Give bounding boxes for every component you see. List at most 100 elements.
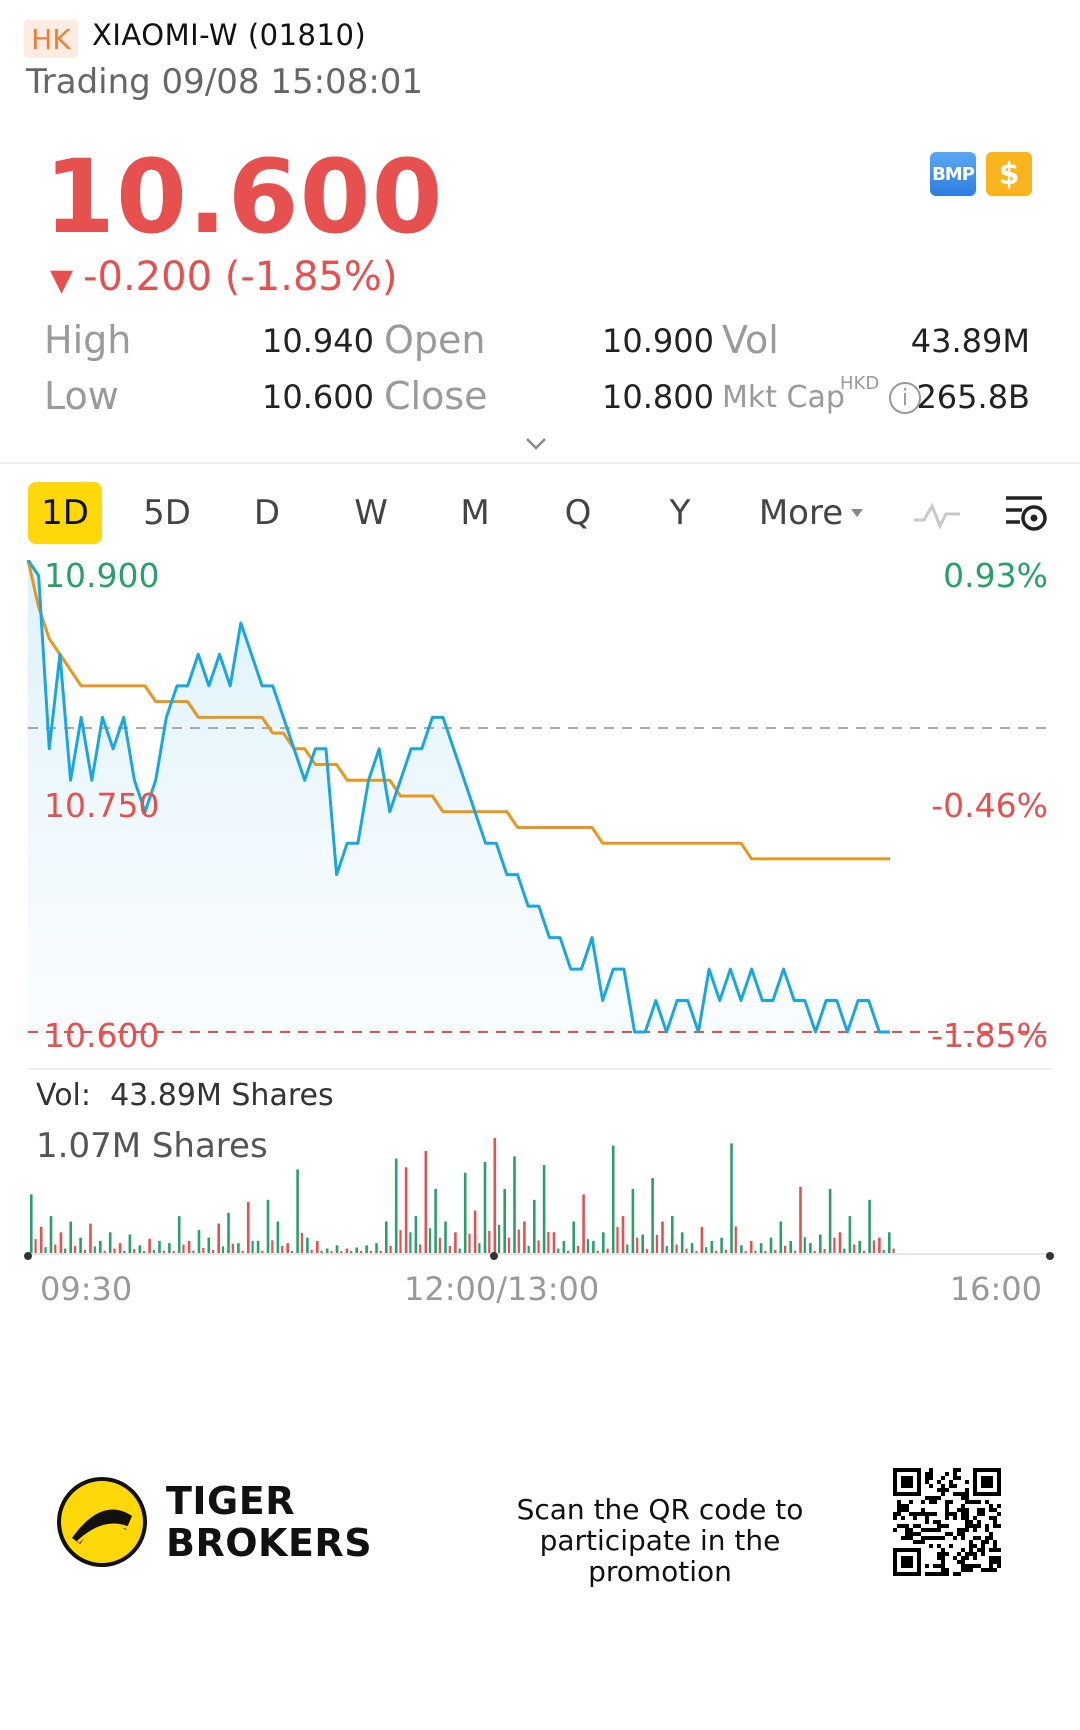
volume-bar <box>118 1243 122 1254</box>
volume-bar <box>369 1251 372 1254</box>
qr-code-icon[interactable] <box>893 1468 1001 1576</box>
volume-bar <box>296 1169 299 1254</box>
tab-5d[interactable]: 5D <box>143 493 191 533</box>
chart-settings-icon[interactable] <box>1002 492 1050 536</box>
volume-bar <box>572 1221 575 1254</box>
volume-bar <box>99 1241 102 1254</box>
volume-bar <box>419 1244 422 1254</box>
volume-bar <box>414 1216 418 1254</box>
price-mid-label: 10.750 <box>44 786 160 825</box>
intraday-chart[interactable] <box>0 560 1080 1060</box>
tab-more[interactable]: More <box>752 482 872 544</box>
volume-bar <box>888 1232 891 1254</box>
mktcap-label: Mkt Cap <box>722 380 845 415</box>
axis-start-dot <box>24 1252 32 1260</box>
volume-bar <box>162 1250 165 1254</box>
tiger-logo-icon <box>57 1477 147 1567</box>
volume-bar <box>853 1244 856 1254</box>
volume-chart[interactable] <box>0 1120 1080 1260</box>
volume-bar <box>596 1250 599 1254</box>
indicator-wave-icon[interactable] <box>912 496 962 532</box>
volume-bar <box>740 1245 743 1254</box>
volume-bar <box>217 1223 220 1254</box>
volume-bar <box>882 1249 885 1254</box>
volume-bar <box>730 1143 733 1254</box>
volume-bar <box>793 1250 797 1254</box>
volume-bar <box>34 1239 37 1254</box>
volume-bar <box>665 1245 668 1254</box>
volume-bar <box>182 1244 185 1254</box>
time-mid-label: 12:00/13:00 <box>404 1270 600 1308</box>
volume-bar <box>375 1243 378 1254</box>
volume-bar <box>261 1250 264 1254</box>
volume-bar <box>542 1165 546 1254</box>
volume-summary: Vol: 43.89M Shares <box>36 1078 334 1113</box>
volume-bar <box>64 1248 67 1254</box>
volume-bar <box>335 1245 339 1254</box>
dollar-icon[interactable]: $ <box>986 152 1032 196</box>
price-area <box>28 560 890 1040</box>
volume-bar <box>227 1212 230 1254</box>
volume-bar <box>325 1248 329 1254</box>
down-arrow-icon: ▼ <box>50 263 74 298</box>
volume-bar <box>290 1251 294 1254</box>
bmp-icon[interactable]: BMP <box>930 152 976 196</box>
ticker-name[interactable]: XIAOMI-W (01810) <box>92 18 367 52</box>
volume-bar <box>626 1244 629 1254</box>
volume-bar <box>241 1251 244 1254</box>
volume-bar <box>710 1241 714 1254</box>
tab-d[interactable]: D <box>253 493 281 533</box>
volume-bar <box>123 1251 126 1254</box>
tab-m[interactable]: M <box>460 493 490 533</box>
volume-bar <box>631 1189 635 1254</box>
tab-w[interactable]: W <box>354 493 388 533</box>
volume-bar <box>340 1251 343 1254</box>
volume-bar <box>404 1167 408 1254</box>
volume-bar <box>143 1251 146 1254</box>
price-change-value: -0.200 (-1.85%) <box>83 254 398 300</box>
brand-name: TIGER BROKERS <box>166 1480 372 1564</box>
volume-bar <box>310 1249 313 1254</box>
axis-mid-dot <box>490 1252 498 1260</box>
volume-bar <box>809 1243 812 1254</box>
volume-bar <box>651 1178 654 1254</box>
promo-line2: participate in the promotion <box>539 1524 781 1588</box>
volume-bar <box>641 1234 644 1254</box>
volume-bar <box>537 1240 540 1254</box>
price-change: ▼ -0.200 (-1.85%) <box>50 254 397 300</box>
tab-1d[interactable]: 1D <box>28 482 102 544</box>
volume-bar <box>463 1172 467 1254</box>
tab-more-label: More <box>758 493 844 533</box>
volume-bar <box>202 1248 205 1254</box>
volume-bar <box>438 1237 441 1254</box>
chevron-down-icon[interactable] <box>524 432 548 456</box>
close-label: Close <box>384 374 488 418</box>
volume-bar <box>152 1250 155 1254</box>
volume-bar <box>645 1249 649 1254</box>
volume-bar <box>478 1243 481 1254</box>
volume-bar <box>473 1210 477 1254</box>
info-icon[interactable]: i <box>889 382 921 414</box>
volume-bar <box>517 1229 520 1254</box>
low-value: 10.600 <box>262 378 374 416</box>
volume-bar <box>779 1221 783 1254</box>
volume-bar <box>266 1199 270 1254</box>
volume-bar <box>705 1247 708 1254</box>
volume-bar <box>468 1233 471 1254</box>
time-start-label: 09:30 <box>40 1270 133 1308</box>
volume-bar <box>488 1231 491 1254</box>
volume-bar <box>385 1221 388 1254</box>
volume-bar <box>602 1232 605 1254</box>
brand-line1: TIGER <box>166 1479 295 1523</box>
volume-summary-label: Vol: <box>36 1078 91 1113</box>
tab-q[interactable]: Q <box>564 493 592 533</box>
volume-bar <box>345 1248 349 1254</box>
volume-bar <box>616 1226 619 1254</box>
volume-bar <box>73 1245 77 1254</box>
volume-bar <box>133 1249 136 1254</box>
volume-bar <box>458 1248 461 1254</box>
volume-bar <box>862 1250 866 1254</box>
pct-top-label: 0.93% <box>943 556 1048 595</box>
tab-y[interactable]: Y <box>669 493 691 533</box>
volume-bar <box>79 1237 82 1254</box>
